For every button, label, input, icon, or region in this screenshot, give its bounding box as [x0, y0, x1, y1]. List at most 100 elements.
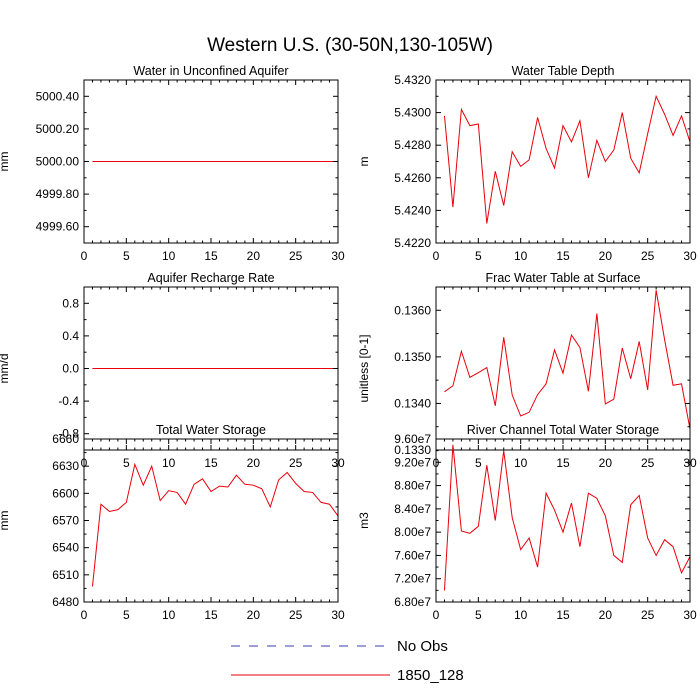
y-axis-label: m3	[357, 512, 371, 529]
x-tick-label: 10	[162, 456, 176, 470]
y-tick-label: 0.8	[62, 296, 79, 310]
y-tick-label: 8.80e7	[394, 479, 431, 493]
y-tick-label: 8.00e7	[394, 525, 431, 539]
y-tick-label: 0.1350	[394, 350, 431, 364]
y-tick-label: 6480	[52, 595, 79, 609]
legend-label-2: 1850_128	[397, 667, 464, 684]
y-tick-label: 6630	[52, 459, 79, 473]
y-tick-label: 5000.00	[36, 155, 80, 169]
y-tick-label: 0.0	[62, 362, 79, 376]
x-tick-label: 20	[599, 456, 613, 470]
x-tick-label: 25	[641, 608, 655, 622]
x-tick-label: 25	[289, 456, 303, 470]
x-tick-label: 15	[556, 608, 570, 622]
y-axis-label: unitless [0-1]	[357, 334, 371, 402]
panel-title: Total Water Storage	[156, 423, 266, 437]
panel-title: Aquifer Recharge Rate	[147, 271, 274, 285]
x-tick-label: 25	[289, 249, 303, 263]
x-tick-label: 20	[247, 249, 261, 263]
y-tick-label: 7.20e7	[394, 572, 431, 586]
y-tick-label: -0.8	[58, 427, 79, 441]
panel-title: Water in Unconfined Aquifer	[133, 64, 288, 78]
x-tick-label: 25	[289, 608, 303, 622]
y-tick-label: 8.40e7	[394, 502, 431, 516]
y-tick-label: 4999.60	[36, 220, 80, 234]
x-tick-label: 20	[599, 608, 613, 622]
y-tick-label: 7.60e7	[394, 548, 431, 562]
x-tick-label: 25	[641, 249, 655, 263]
x-tick-label: 30	[331, 249, 345, 263]
x-tick-label: 5	[475, 608, 482, 622]
y-tick-label: 5.4320	[394, 73, 431, 87]
chart-panel-1: Water in Unconfined Aquifer 0 5 10 15 20 25 30 4…	[0, 64, 345, 263]
y-tick-label: 6660	[52, 432, 79, 446]
x-tick-label: 0	[81, 249, 88, 263]
x-tick-label: 25	[641, 456, 655, 470]
y-tick-label: 5.4280	[394, 138, 431, 152]
panel-title: River Channel Total Water Storage	[467, 423, 660, 437]
y-tick-label: 6540	[52, 541, 79, 555]
x-tick-label: 30	[331, 608, 345, 622]
x-tick-label: 5	[123, 608, 130, 622]
y-tick-label: -0.4	[58, 394, 79, 408]
series-line-1850_128	[443, 444, 691, 591]
y-tick-label: 6.80e7	[394, 595, 431, 609]
y-tick-label: 5.4240	[394, 203, 431, 217]
panel-title: Water Table Depth	[512, 64, 615, 78]
x-tick-label: 0	[433, 608, 440, 622]
x-tick-label: 20	[599, 249, 613, 263]
figure-title: Western U.S. (30-50N,130-105W)	[207, 35, 493, 56]
x-tick-label: 20	[247, 456, 261, 470]
legend: No Obs 1850_128	[231, 638, 464, 684]
y-tick-label: 5.4220	[394, 236, 431, 250]
series-line-1850_128	[444, 290, 691, 430]
y-tick-label: 5000.20	[36, 122, 80, 136]
x-tick-label: 20	[247, 608, 261, 622]
x-tick-label: 10	[514, 456, 528, 470]
x-tick-label: 15	[556, 456, 570, 470]
x-tick-label: 0	[433, 249, 440, 263]
y-tick-label: 6510	[52, 568, 79, 582]
x-tick-label: 30	[683, 608, 697, 622]
x-tick-label: 5	[123, 249, 130, 263]
panel-title: Frac Water Table at Surface	[486, 271, 641, 285]
x-tick-label: 10	[514, 608, 528, 622]
x-tick-label: 15	[204, 456, 218, 470]
x-tick-label: 5	[475, 456, 482, 470]
plot-frame	[435, 79, 691, 244]
y-axis-label: mm	[0, 511, 11, 531]
chart-panel-6: River Channel Total Water Storage 0 5 10 15 2…	[357, 423, 697, 622]
y-tick-label: 4999.80	[36, 187, 80, 201]
y-tick-label: 5.4300	[394, 106, 431, 120]
y-tick-label: 0.4	[62, 329, 79, 343]
chart-panel-5: Total Water Storage 0 5 10 15 20 25 30 6480 6510 6…	[0, 423, 345, 622]
y-axis-label: m	[357, 157, 371, 167]
y-tick-label: 5000.40	[36, 89, 80, 103]
y-tick-label: 5.4260	[394, 171, 431, 185]
x-tick-label: 15	[204, 608, 218, 622]
y-tick-label: 9.20e7	[394, 455, 431, 469]
y-tick-label: 9.60e7	[394, 432, 431, 446]
chart-panels: Water in Unconfined Aquifer 0 5 10 15 20 25 30 4…	[0, 64, 697, 622]
series-line-1850_128	[91, 462, 339, 587]
x-tick-label: 10	[514, 249, 528, 263]
x-tick-label: 5	[123, 456, 130, 470]
y-tick-label: 0.1330	[394, 443, 431, 457]
y-axis-label: mm/d	[0, 354, 11, 384]
x-tick-label: 5	[475, 249, 482, 263]
series-line-1850_128	[443, 94, 691, 224]
y-tick-label: 0.1360	[394, 303, 431, 317]
chart-panel-2: Water Table Depth 0 5 10 15 20 25 30 5.4220 5.424…	[357, 64, 697, 263]
y-axis-label: mm	[0, 152, 11, 172]
x-tick-label: 0	[81, 608, 88, 622]
y-tick-label: 6570	[52, 514, 79, 528]
x-tick-label: 10	[162, 608, 176, 622]
x-tick-label: 15	[556, 249, 570, 263]
x-tick-label: 30	[683, 249, 697, 263]
x-tick-label: 10	[162, 249, 176, 263]
y-tick-label: 6600	[52, 486, 79, 500]
y-tick-label: 0.1340	[394, 396, 431, 410]
